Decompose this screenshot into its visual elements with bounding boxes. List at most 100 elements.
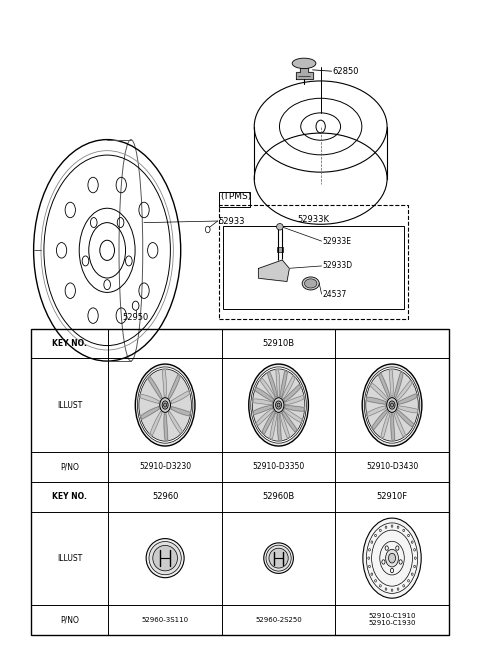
Circle shape xyxy=(251,367,306,443)
Polygon shape xyxy=(141,407,159,419)
Bar xyxy=(31,328,449,635)
Ellipse shape xyxy=(302,277,319,290)
Polygon shape xyxy=(396,409,414,427)
Polygon shape xyxy=(253,399,272,405)
Text: 52910F: 52910F xyxy=(376,492,408,501)
Ellipse shape xyxy=(276,223,283,230)
Text: 52960-3S110: 52960-3S110 xyxy=(142,617,189,623)
Polygon shape xyxy=(164,414,168,440)
Circle shape xyxy=(162,401,168,409)
Polygon shape xyxy=(398,406,418,413)
Text: 52960-2S250: 52960-2S250 xyxy=(255,617,302,623)
Polygon shape xyxy=(379,373,390,397)
Polygon shape xyxy=(168,374,180,399)
Polygon shape xyxy=(256,409,274,426)
Polygon shape xyxy=(396,380,412,401)
Circle shape xyxy=(362,364,422,446)
Polygon shape xyxy=(148,376,162,399)
Polygon shape xyxy=(280,371,288,397)
Text: 52910B: 52910B xyxy=(263,339,295,348)
Polygon shape xyxy=(371,383,387,401)
Polygon shape xyxy=(389,370,393,396)
Polygon shape xyxy=(282,376,295,399)
Polygon shape xyxy=(150,411,162,436)
Circle shape xyxy=(139,369,192,441)
Bar xyxy=(223,226,404,309)
Text: 52910-D3350: 52910-D3350 xyxy=(252,462,305,471)
Circle shape xyxy=(276,401,282,409)
Circle shape xyxy=(364,367,420,443)
Polygon shape xyxy=(367,397,386,404)
Text: 52910-D3230: 52910-D3230 xyxy=(139,462,191,471)
Ellipse shape xyxy=(153,545,178,571)
Polygon shape xyxy=(280,413,290,438)
Circle shape xyxy=(391,403,394,407)
Circle shape xyxy=(366,369,418,441)
Polygon shape xyxy=(296,66,312,79)
Text: 62850: 62850 xyxy=(333,66,359,76)
Circle shape xyxy=(363,518,421,598)
Ellipse shape xyxy=(292,58,316,68)
Text: (TPMS): (TPMS) xyxy=(220,193,252,202)
Polygon shape xyxy=(255,388,274,401)
Polygon shape xyxy=(260,378,275,399)
Polygon shape xyxy=(253,405,272,415)
Polygon shape xyxy=(270,413,277,440)
Circle shape xyxy=(388,553,396,563)
Circle shape xyxy=(385,549,398,567)
Polygon shape xyxy=(372,409,387,430)
Bar xyxy=(219,193,251,207)
Ellipse shape xyxy=(304,279,317,288)
Ellipse shape xyxy=(146,539,184,578)
Polygon shape xyxy=(391,414,395,440)
Text: 52933E: 52933E xyxy=(323,237,351,246)
Polygon shape xyxy=(171,407,190,416)
Text: ILLUST: ILLUST xyxy=(57,554,83,562)
Ellipse shape xyxy=(266,545,291,571)
Text: 52910-C1910
52910-C1930: 52910-C1910 52910-C1930 xyxy=(368,613,416,626)
Circle shape xyxy=(252,369,305,441)
Polygon shape xyxy=(394,372,403,397)
Text: 52960: 52960 xyxy=(152,492,178,501)
Polygon shape xyxy=(162,370,167,396)
Circle shape xyxy=(389,401,395,409)
Circle shape xyxy=(135,364,195,446)
Circle shape xyxy=(277,403,280,407)
Polygon shape xyxy=(394,413,406,437)
Polygon shape xyxy=(277,414,281,440)
Polygon shape xyxy=(282,411,297,432)
Polygon shape xyxy=(262,411,275,434)
Circle shape xyxy=(387,397,397,413)
Polygon shape xyxy=(171,391,190,403)
Polygon shape xyxy=(285,396,304,405)
Text: P/NO: P/NO xyxy=(60,615,79,624)
Circle shape xyxy=(273,397,284,413)
Bar xyxy=(276,247,283,252)
Ellipse shape xyxy=(149,541,181,575)
Text: 52933K: 52933K xyxy=(298,215,330,223)
Polygon shape xyxy=(140,394,159,403)
Bar xyxy=(219,205,408,319)
Circle shape xyxy=(249,364,309,446)
Polygon shape xyxy=(267,372,277,397)
Text: 52933D: 52933D xyxy=(323,261,353,271)
Text: 52910-D3430: 52910-D3430 xyxy=(366,462,418,471)
Text: KEY NO.: KEY NO. xyxy=(52,339,87,348)
Polygon shape xyxy=(259,260,289,281)
Polygon shape xyxy=(398,394,417,404)
Ellipse shape xyxy=(269,548,288,568)
Polygon shape xyxy=(168,411,182,434)
Text: KEY NO.: KEY NO. xyxy=(52,492,87,501)
Ellipse shape xyxy=(264,543,293,574)
Circle shape xyxy=(160,397,170,413)
Text: P/NO: P/NO xyxy=(60,462,79,471)
Polygon shape xyxy=(381,413,390,438)
Polygon shape xyxy=(284,384,301,401)
Text: 52960B: 52960B xyxy=(263,492,295,501)
Polygon shape xyxy=(285,405,304,411)
Text: 52933: 52933 xyxy=(219,217,245,225)
Circle shape xyxy=(137,367,193,443)
Polygon shape xyxy=(367,406,386,417)
Polygon shape xyxy=(284,409,302,422)
Text: ILLUST: ILLUST xyxy=(57,401,83,409)
